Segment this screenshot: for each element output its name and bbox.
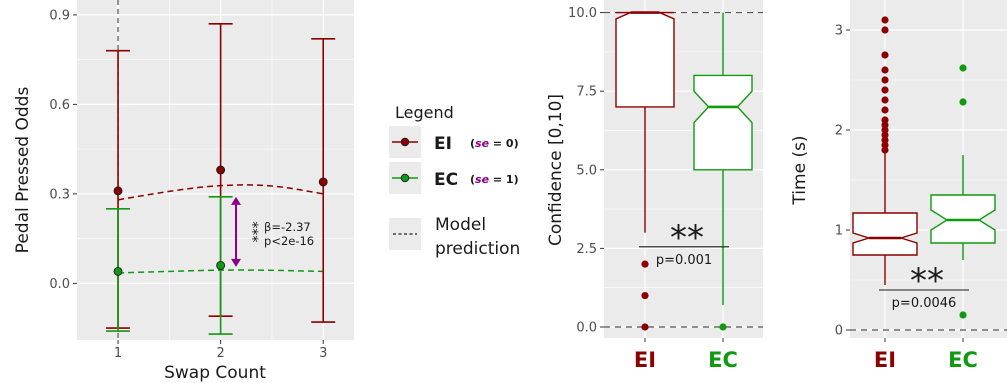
time-plot-background <box>850 0 1007 338</box>
time-outlier-ei <box>881 96 889 104</box>
legend-ec-marker <box>400 173 410 183</box>
time-outlier-ei <box>881 106 889 114</box>
odds-point-ei <box>216 165 226 175</box>
odds-x-axis-title: Swap Count <box>164 363 266 383</box>
time-x-tick-label-ec: EC <box>948 348 978 372</box>
odds-y-axis-title: Pedal Pressed Odds <box>13 87 33 254</box>
odds-x-tick-label: 1 <box>114 346 122 361</box>
time-outlier-ei <box>881 66 889 74</box>
odds-point-ec <box>216 260 226 270</box>
confidence-box-ec <box>693 74 753 171</box>
time-significance-stars: ** <box>910 261 944 301</box>
odds-y-tick-label: 0.9 <box>49 8 70 23</box>
odds-point-ei <box>113 186 123 196</box>
time-ticks: 0 1 2 3 EI EC <box>835 24 978 373</box>
time-y-axis-title: Time (s) <box>790 135 810 205</box>
odds-annotation-p: p<2e-16 <box>264 234 314 248</box>
odds-marks: *** β=-2.37p<2e-16 <box>106 0 336 340</box>
confidence-y-axis-title: Confidence [0,10] <box>546 94 566 246</box>
time-outlier-ei <box>881 86 889 94</box>
confidence-y-tick-label: 5.0 <box>576 163 597 178</box>
odds-y-tick-label: 0.3 <box>49 187 70 202</box>
legend-model-label-line1: Model <box>435 215 486 235</box>
confidence-x-tick-label-ei: EI <box>634 348 656 372</box>
confidence-box-ei <box>615 11 675 108</box>
odds-y-tick-label: 0.0 <box>49 277 70 292</box>
time-outlier-ei <box>881 26 889 34</box>
time-panel: **p=0.0046 0 1 2 3 EI EC Time (s) <box>790 0 1007 372</box>
time-outlier-ei <box>881 136 889 144</box>
confidence-significance-stars: ** <box>670 218 704 258</box>
legend-ei-marker <box>400 137 410 147</box>
confidence-outlier-ec <box>719 323 727 331</box>
legend-ei-se: (se = 0) <box>470 137 519 150</box>
confidence-significance-p: p=0.001 <box>656 253 712 268</box>
legend-ec-se: (se = 1) <box>470 173 519 186</box>
time-outlier-ei <box>881 126 889 134</box>
legend-ei-label: EI <box>434 134 452 154</box>
confidence-x-tick-label-ec: EC <box>708 348 738 372</box>
odds-point-ei <box>318 177 328 187</box>
time-outlier-ei <box>881 146 889 154</box>
legend: Legend EI (se = 0) EC (se = 1) Model pre… <box>389 103 520 259</box>
odds-point-ec <box>113 266 123 276</box>
odds-ticks: 0.0 0.3 0.6 0.9 1 2 3 <box>49 8 327 361</box>
time-marks: **p=0.0046 <box>850 16 1007 331</box>
odds-annotation-arrowhead-up <box>231 196 242 205</box>
odds-annotation-stars: *** <box>244 221 260 242</box>
time-outlier-ei <box>881 121 889 129</box>
confidence-y-tick-label: 0.0 <box>576 320 597 335</box>
confidence-outlier-ei <box>641 260 649 268</box>
time-outlier-ei <box>881 141 889 149</box>
confidence-panel: **p=0.001 0.0 2.5 5.0 7.5 10.0 EI EC Confidenc… <box>546 0 763 372</box>
time-x-tick-label-ei: EI <box>874 348 896 372</box>
time-outlier-ei <box>881 16 889 24</box>
confidence-outlier-ei <box>641 291 649 300</box>
time-outlier-ei <box>881 76 889 84</box>
confidence-y-tick-label: 7.5 <box>576 85 597 100</box>
time-y-tick-label: 1 <box>835 224 843 239</box>
time-y-tick-label: 3 <box>835 24 843 39</box>
time-significance-p: p=0.0046 <box>892 296 957 311</box>
time-y-tick-label: 2 <box>835 124 843 139</box>
odds-y-tick-label: 0.6 <box>49 98 70 113</box>
time-outlier-ec <box>959 98 967 106</box>
time-outlier-ec <box>959 311 967 319</box>
time-outlier-ei <box>881 116 889 124</box>
time-outlier-ei <box>881 51 889 59</box>
legend-title: Legend <box>395 103 454 122</box>
time-outlier-ec <box>959 64 967 72</box>
time-y-tick-label: 0 <box>835 324 843 339</box>
odds-panel: *** β=-2.37p<2e-16 0.0 0.3 0.6 0.9 1 2 3 Swap C… <box>13 0 354 383</box>
confidence-outlier-ei <box>641 323 649 331</box>
confidence-ticks: 0.0 2.5 5.0 7.5 10.0 EI EC <box>568 6 738 372</box>
confidence-y-tick-label: 10.0 <box>568 6 597 21</box>
confidence-marks: **p=0.001 <box>604 11 763 331</box>
legend-model-label-line2: prediction <box>435 239 520 259</box>
confidence-y-tick-label: 2.5 <box>576 242 597 257</box>
odds-x-tick-label: 3 <box>319 346 327 361</box>
legend-ec-label: EC <box>434 170 458 190</box>
odds-annotation-beta: β=-2.37 <box>264 220 311 234</box>
time-box-ei <box>852 212 918 256</box>
odds-x-tick-label: 2 <box>216 346 224 361</box>
time-outlier-ei <box>881 131 889 139</box>
odds-annotation-arrowhead-down <box>231 258 242 267</box>
